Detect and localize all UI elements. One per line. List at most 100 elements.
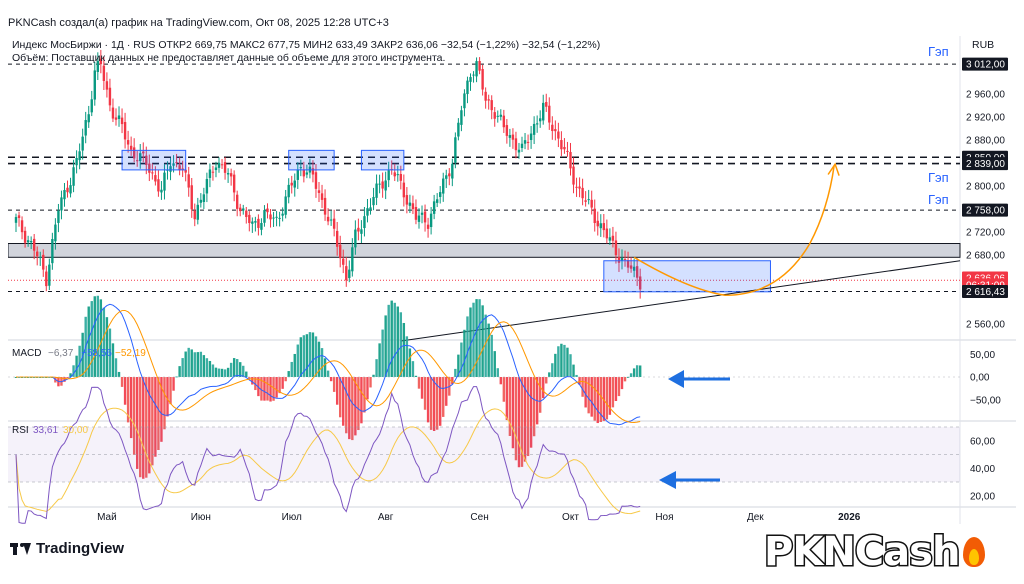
candle[interactable] [36,246,39,266]
candle[interactable] [332,209,336,237]
candle[interactable] [375,174,378,206]
candle[interactable] [48,258,51,291]
candle[interactable] [208,163,212,188]
candle[interactable] [520,136,524,152]
candle[interactable] [108,78,112,112]
candle[interactable] [305,164,309,179]
candle[interactable] [448,168,451,186]
candle[interactable] [463,89,466,117]
candle[interactable] [611,226,615,248]
candle[interactable] [357,218,360,241]
candle[interactable] [57,203,60,233]
candle[interactable] [175,153,178,168]
candle[interactable] [451,158,454,187]
candle[interactable] [296,162,299,189]
candle[interactable] [96,52,100,81]
candle[interactable] [384,171,387,200]
candle[interactable] [369,198,372,215]
candle[interactable] [529,126,533,149]
candle[interactable] [420,205,424,224]
candle[interactable] [481,64,484,96]
candle[interactable] [372,187,375,211]
candle[interactable] [260,218,263,236]
candle[interactable] [596,211,599,236]
candle[interactable] [105,72,109,98]
candle[interactable] [342,249,345,274]
candle[interactable] [17,211,21,227]
candle[interactable] [90,90,93,117]
candle[interactable] [157,170,160,197]
candle[interactable] [263,205,266,227]
candle[interactable] [205,172,209,203]
candle[interactable] [545,93,548,112]
candle[interactable] [496,110,499,123]
candle[interactable] [302,161,306,183]
candle[interactable] [432,194,436,220]
candle[interactable] [599,214,602,237]
candle[interactable] [526,134,530,150]
candle[interactable] [542,94,545,125]
candle[interactable] [629,257,633,273]
candle[interactable] [535,115,539,133]
candle[interactable] [505,119,509,144]
candle[interactable] [290,175,293,194]
candle[interactable] [102,56,106,90]
candle[interactable] [248,211,251,232]
candle[interactable] [429,207,433,235]
candle[interactable] [87,105,90,128]
candle[interactable] [435,193,439,208]
candle[interactable] [266,203,269,219]
candle[interactable] [617,248,621,272]
candle[interactable] [614,231,618,264]
candle[interactable] [593,199,596,232]
candle[interactable] [281,207,284,222]
candle[interactable] [329,210,333,226]
candle[interactable] [454,132,457,169]
candle[interactable] [251,217,254,233]
candle[interactable] [339,235,342,268]
candle[interactable] [348,260,351,283]
candle[interactable] [508,128,512,147]
candle[interactable] [363,206,366,237]
candle[interactable] [563,138,566,154]
candle[interactable] [32,234,36,260]
candle[interactable] [408,194,412,214]
candle[interactable] [187,166,190,197]
candle[interactable] [39,251,42,266]
candle[interactable] [417,208,421,229]
candle[interactable] [23,226,27,248]
candle[interactable] [323,189,327,221]
candle[interactable] [120,108,124,134]
candle[interactable] [211,165,215,181]
tradingview-logo[interactable]: TradingView [10,540,124,557]
candle[interactable] [63,183,66,207]
candle[interactable] [608,228,612,245]
candle[interactable] [60,190,63,220]
candle[interactable] [69,177,72,198]
candle[interactable] [223,157,227,180]
candle[interactable] [278,211,281,227]
candle[interactable] [93,61,96,106]
candle[interactable] [245,206,248,224]
candle[interactable] [638,268,642,299]
candle[interactable] [126,130,130,153]
candle[interactable] [626,251,630,273]
candle[interactable] [393,163,396,182]
candle[interactable] [605,219,609,244]
candle[interactable] [284,189,287,219]
candle[interactable] [442,172,445,202]
candle[interactable] [26,235,30,247]
candle[interactable] [299,159,303,177]
candle[interactable] [566,141,569,157]
candle[interactable] [20,216,24,240]
candle[interactable] [469,73,472,91]
candle[interactable] [196,197,199,225]
candle[interactable] [214,161,218,178]
candle[interactable] [42,249,45,277]
candle[interactable] [405,187,409,214]
candle[interactable] [511,128,515,149]
candle[interactable] [326,208,330,226]
candle[interactable] [554,120,557,141]
candle[interactable] [287,178,290,204]
candle[interactable] [136,151,139,167]
